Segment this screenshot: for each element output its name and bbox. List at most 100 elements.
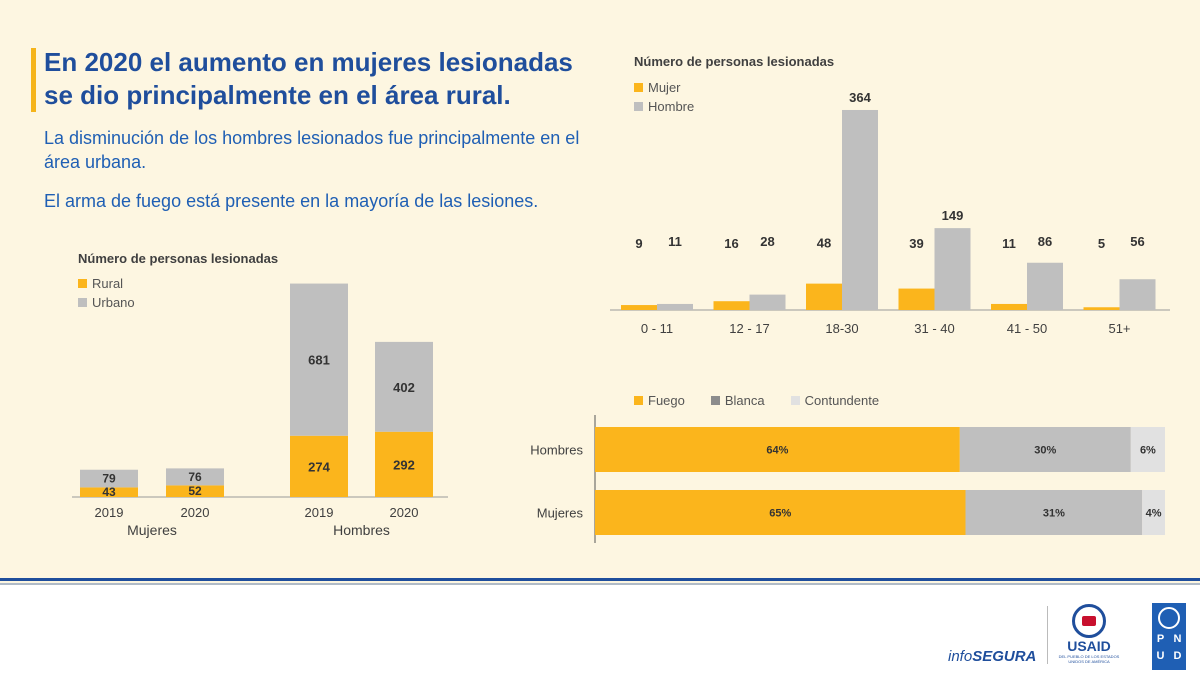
data-label-rural: 274 <box>308 459 330 474</box>
legend-swatch-rural <box>78 279 87 288</box>
x-tick-label: 41 - 50 <box>1007 321 1047 336</box>
bar-rural <box>166 485 224 497</box>
legend-item-urbano: Urbano <box>78 293 135 312</box>
legend-item-mujer: Mujer <box>634 78 694 97</box>
legend-label-blanca: Blanca <box>724 393 765 408</box>
data-label-fuego: 65% <box>769 508 791 520</box>
infosegura-prefix: info <box>948 648 973 665</box>
data-label-blanca: 30% <box>1034 445 1056 457</box>
data-label-fuego: 64% <box>766 445 788 457</box>
legend-label-rural: Rural <box>92 276 124 291</box>
bar-hombre <box>934 228 971 310</box>
legend-item-contundente: Contundente <box>790 391 880 410</box>
bar-contundente <box>1130 427 1165 472</box>
paragraph-firearm: El arma de fuego está presente en la may… <box>44 191 539 211</box>
data-label-hombre: 86 <box>1038 234 1052 249</box>
undp-letters: P N U D <box>1152 631 1186 665</box>
bar-mujer <box>806 283 842 310</box>
bar-urbano <box>80 469 138 488</box>
x-tick-label: 51+ <box>1108 321 1130 336</box>
bar-fuego <box>595 490 966 535</box>
bar-urbano <box>290 283 348 436</box>
age-chart-legend: Mujer Hombre <box>634 78 694 116</box>
legend-item-blanca: Blanca <box>710 391 765 410</box>
legend-swatch-fuego <box>634 396 643 405</box>
data-label-contundente: 6% <box>1140 445 1156 457</box>
age-chart-title: Número de personas lesionadas <box>634 54 835 69</box>
data-label-mujer: 11 <box>1002 236 1016 251</box>
bar-mujer <box>621 305 657 310</box>
data-label-hombre: 11 <box>668 234 682 249</box>
footer-rule-secondary <box>0 583 1200 585</box>
legend-swatch-mujer <box>634 83 643 92</box>
usaid-seal-icon <box>1072 604 1106 638</box>
headline-accent-bar <box>31 48 36 112</box>
data-label-mujer: 48 <box>817 236 831 251</box>
legend-swatch-contundente <box>790 396 800 405</box>
undp-letter: U <box>1156 650 1165 662</box>
undp-letter: N <box>1173 633 1182 645</box>
bar-urbano <box>375 341 433 432</box>
bar-hombre <box>842 109 878 311</box>
footer-rule <box>0 578 1200 581</box>
weapon-chart: Hombres 64% 30% 6% Mujeres 65% 31% 4% <box>530 415 1165 543</box>
data-label-hombre: 28 <box>760 234 774 249</box>
usaid-wordmark: USAID <box>1067 638 1111 654</box>
weapon-chart-legend: Fuego Blanca Contundente <box>634 391 879 410</box>
data-label-rural: 43 <box>102 485 116 499</box>
bar-hombre <box>1119 279 1156 310</box>
data-label-rural: 52 <box>188 484 202 498</box>
undp-logo: P N U D <box>1152 603 1186 670</box>
legend-swatch-hombre <box>634 102 643 111</box>
un-globe-icon <box>1158 607 1180 629</box>
headline: En 2020 el aumento en mujeres lesionadas… <box>44 47 573 110</box>
group-label-hombres: Hombres <box>333 522 390 538</box>
data-label-mujer: 5 <box>1098 236 1105 251</box>
bar-urbano <box>166 468 224 486</box>
area-chart-legend: Rural Urbano <box>78 274 135 312</box>
undp-letter: P <box>1156 633 1165 645</box>
bar-blanca <box>965 490 1143 535</box>
bar-fuego <box>595 427 960 472</box>
bar-contundente <box>1142 490 1165 535</box>
x-tick-label: 18-30 <box>825 321 858 336</box>
bar-mujer <box>1083 307 1120 310</box>
data-label-hombre: 364 <box>849 90 871 105</box>
legend-label-mujer: Mujer <box>648 80 681 95</box>
infosegura-suffix: SEGURA <box>972 648 1037 665</box>
legend-item-fuego: Fuego <box>634 391 685 410</box>
data-label-mujer: 16 <box>724 236 738 251</box>
x-tick-label: 2020 <box>181 505 210 520</box>
undp-letter: D <box>1173 650 1182 662</box>
legend-label-contundente: Contundente <box>804 393 880 408</box>
data-label-mujer: 9 <box>635 236 642 251</box>
x-tick-label: 12 - 17 <box>729 321 769 336</box>
data-label-blanca: 31% <box>1043 508 1065 520</box>
legend-item-rural: Rural <box>78 274 135 293</box>
legend-item-hombre: Hombre <box>634 97 694 116</box>
legend-swatch-urbano <box>78 298 87 307</box>
x-tick-label: 31 - 40 <box>914 321 954 336</box>
y-category-label: Mujeres <box>537 506 584 521</box>
data-label-urbano: 79 <box>102 472 116 486</box>
legend-label-urbano: Urbano <box>92 295 135 310</box>
bar-mujer <box>991 303 1027 310</box>
bar-hombre <box>657 303 693 310</box>
footer <box>0 585 1200 676</box>
bar-hombre <box>749 294 786 310</box>
legend-label-hombre: Hombre <box>648 99 695 114</box>
paragraph-urban-decrease: La disminución de los hombres lesionados… <box>44 128 580 172</box>
bar-blanca <box>959 427 1131 472</box>
data-label-urbano: 681 <box>308 353 330 368</box>
area-chart-title: Número de personas lesionadas <box>78 251 279 266</box>
y-category-label: Hombres <box>530 443 583 458</box>
data-label-rural: 292 <box>393 457 415 472</box>
x-tick-label: 2019 <box>95 505 124 520</box>
data-label-contundente: 4% <box>1146 508 1162 520</box>
usaid-tagline: DEL PUEBLO DE LOS ESTADOS UNIDOS DE AMÉR… <box>1058 654 1120 664</box>
data-label-mujer: 39 <box>909 236 923 251</box>
infosegura-logo: infoSEGURA <box>948 648 1036 665</box>
bar-mujer <box>713 301 750 310</box>
bar-mujer <box>898 288 935 310</box>
